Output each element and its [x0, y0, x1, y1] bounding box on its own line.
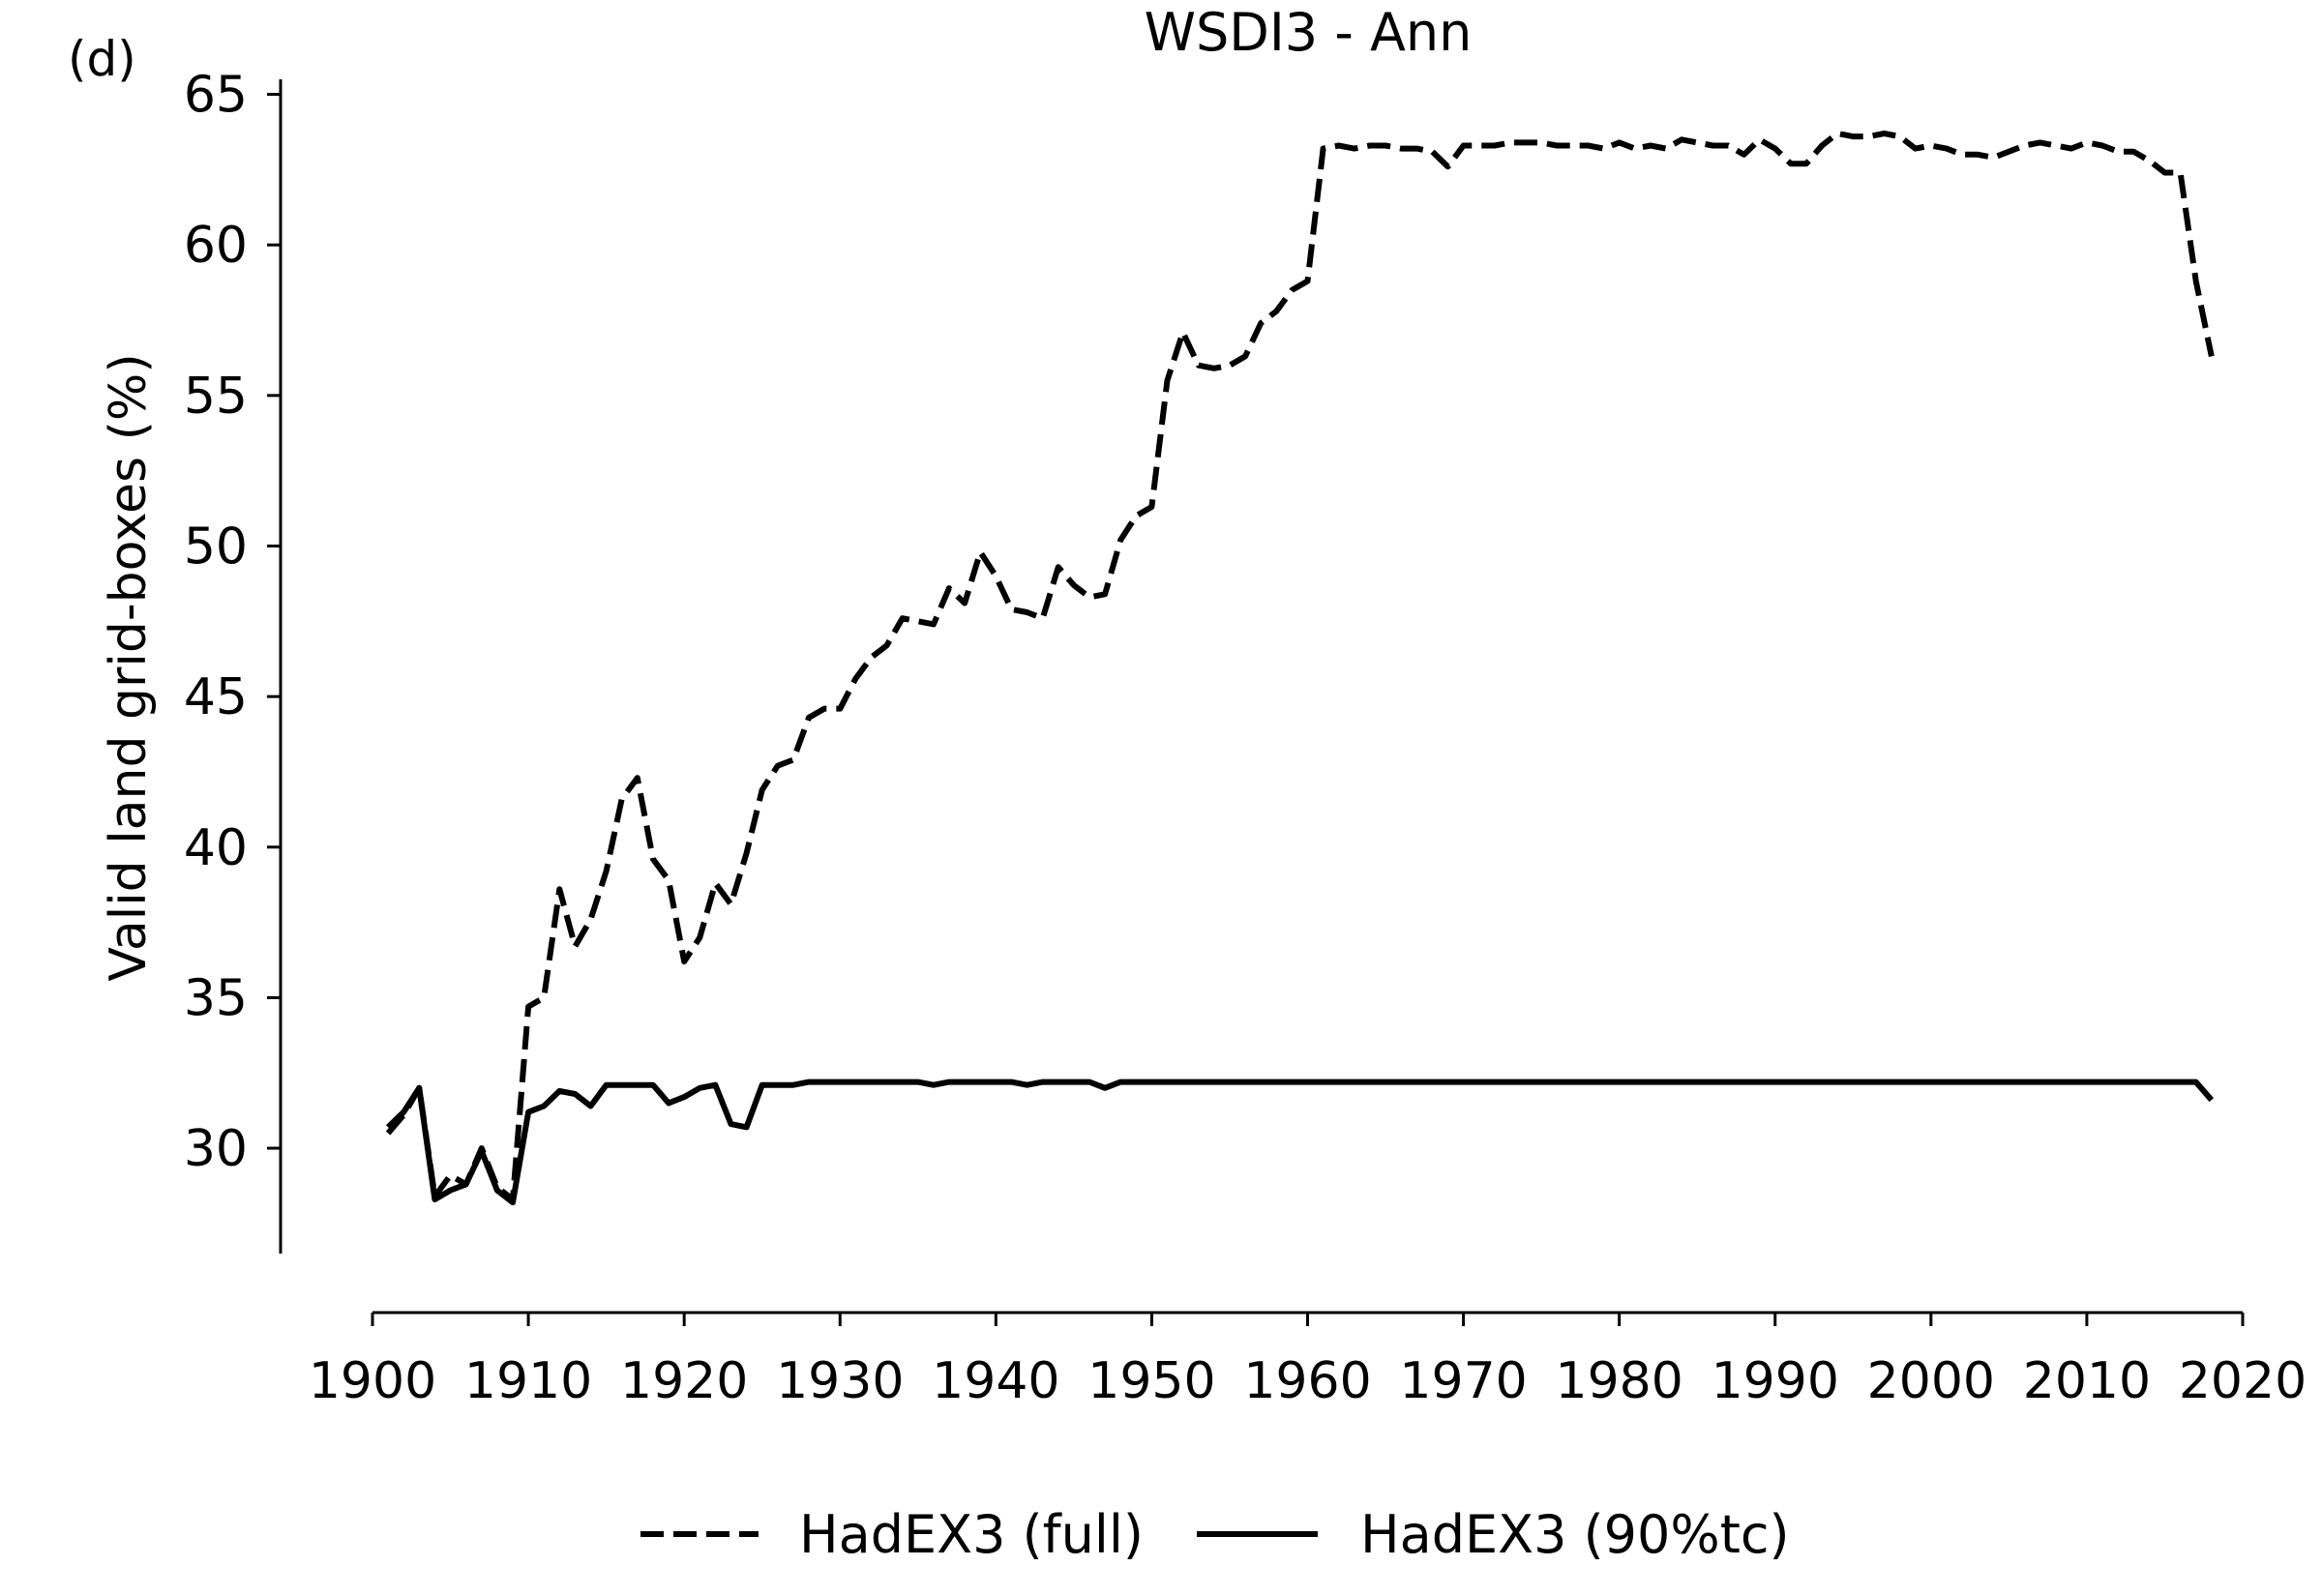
y-tick-label-55: 55 — [184, 368, 248, 426]
x-tick-label-1910: 1910 — [464, 1352, 592, 1410]
y-tick-label-40: 40 — [184, 819, 248, 877]
chart-title: WSDI3 - Ann — [1145, 2, 1473, 63]
series-layer — [385, 131, 2215, 1206]
x-tick-label-1940: 1940 — [932, 1352, 1059, 1410]
legend-label-90tc: HadEX3 (90%tc) — [1360, 1504, 1790, 1565]
y-tick-label-60: 60 — [184, 217, 248, 275]
panel-label: (d) — [68, 31, 136, 87]
x-axis: 1900 1910 1920 1930 1940 1950 1960 1970 1980 1990… — [309, 1311, 2307, 1410]
x-tick-label-2010: 2010 — [2023, 1352, 2151, 1410]
x-tick-label-2020: 2020 — [2179, 1352, 2307, 1410]
x-tick-label-1960: 1960 — [1243, 1352, 1371, 1410]
legend: HadEX3 (full) HadEX3 (90%tc) — [640, 1504, 1790, 1565]
y-tick-label-65: 65 — [184, 67, 248, 125]
x-tick-label-1920: 1920 — [620, 1352, 748, 1410]
x-tick-label-1900: 1900 — [309, 1352, 436, 1410]
y-tick-label-30: 30 — [184, 1120, 248, 1178]
y-tick-label-35: 35 — [184, 969, 248, 1027]
series-line-full — [385, 131, 2215, 1202]
x-tick-label-1980: 1980 — [1555, 1352, 1682, 1410]
y-axis-label: Valid land grid-boxes (%) — [100, 353, 158, 981]
x-tick-label-1950: 1950 — [1087, 1352, 1215, 1410]
y-tick-label-45: 45 — [184, 668, 248, 726]
x-tick-label-2000: 2000 — [1867, 1352, 1995, 1410]
series-line-90tc — [386, 1079, 2215, 1206]
y-axis: 30 35 40 45 50 55 60 65 — [184, 67, 283, 1254]
legend-label-full: HadEX3 (full) — [799, 1504, 1144, 1565]
x-tick-label-1990: 1990 — [1712, 1352, 1839, 1410]
y-tick-label-50: 50 — [184, 517, 248, 576]
x-tick-label-1970: 1970 — [1399, 1352, 1527, 1410]
x-tick-label-1930: 1930 — [776, 1352, 904, 1410]
